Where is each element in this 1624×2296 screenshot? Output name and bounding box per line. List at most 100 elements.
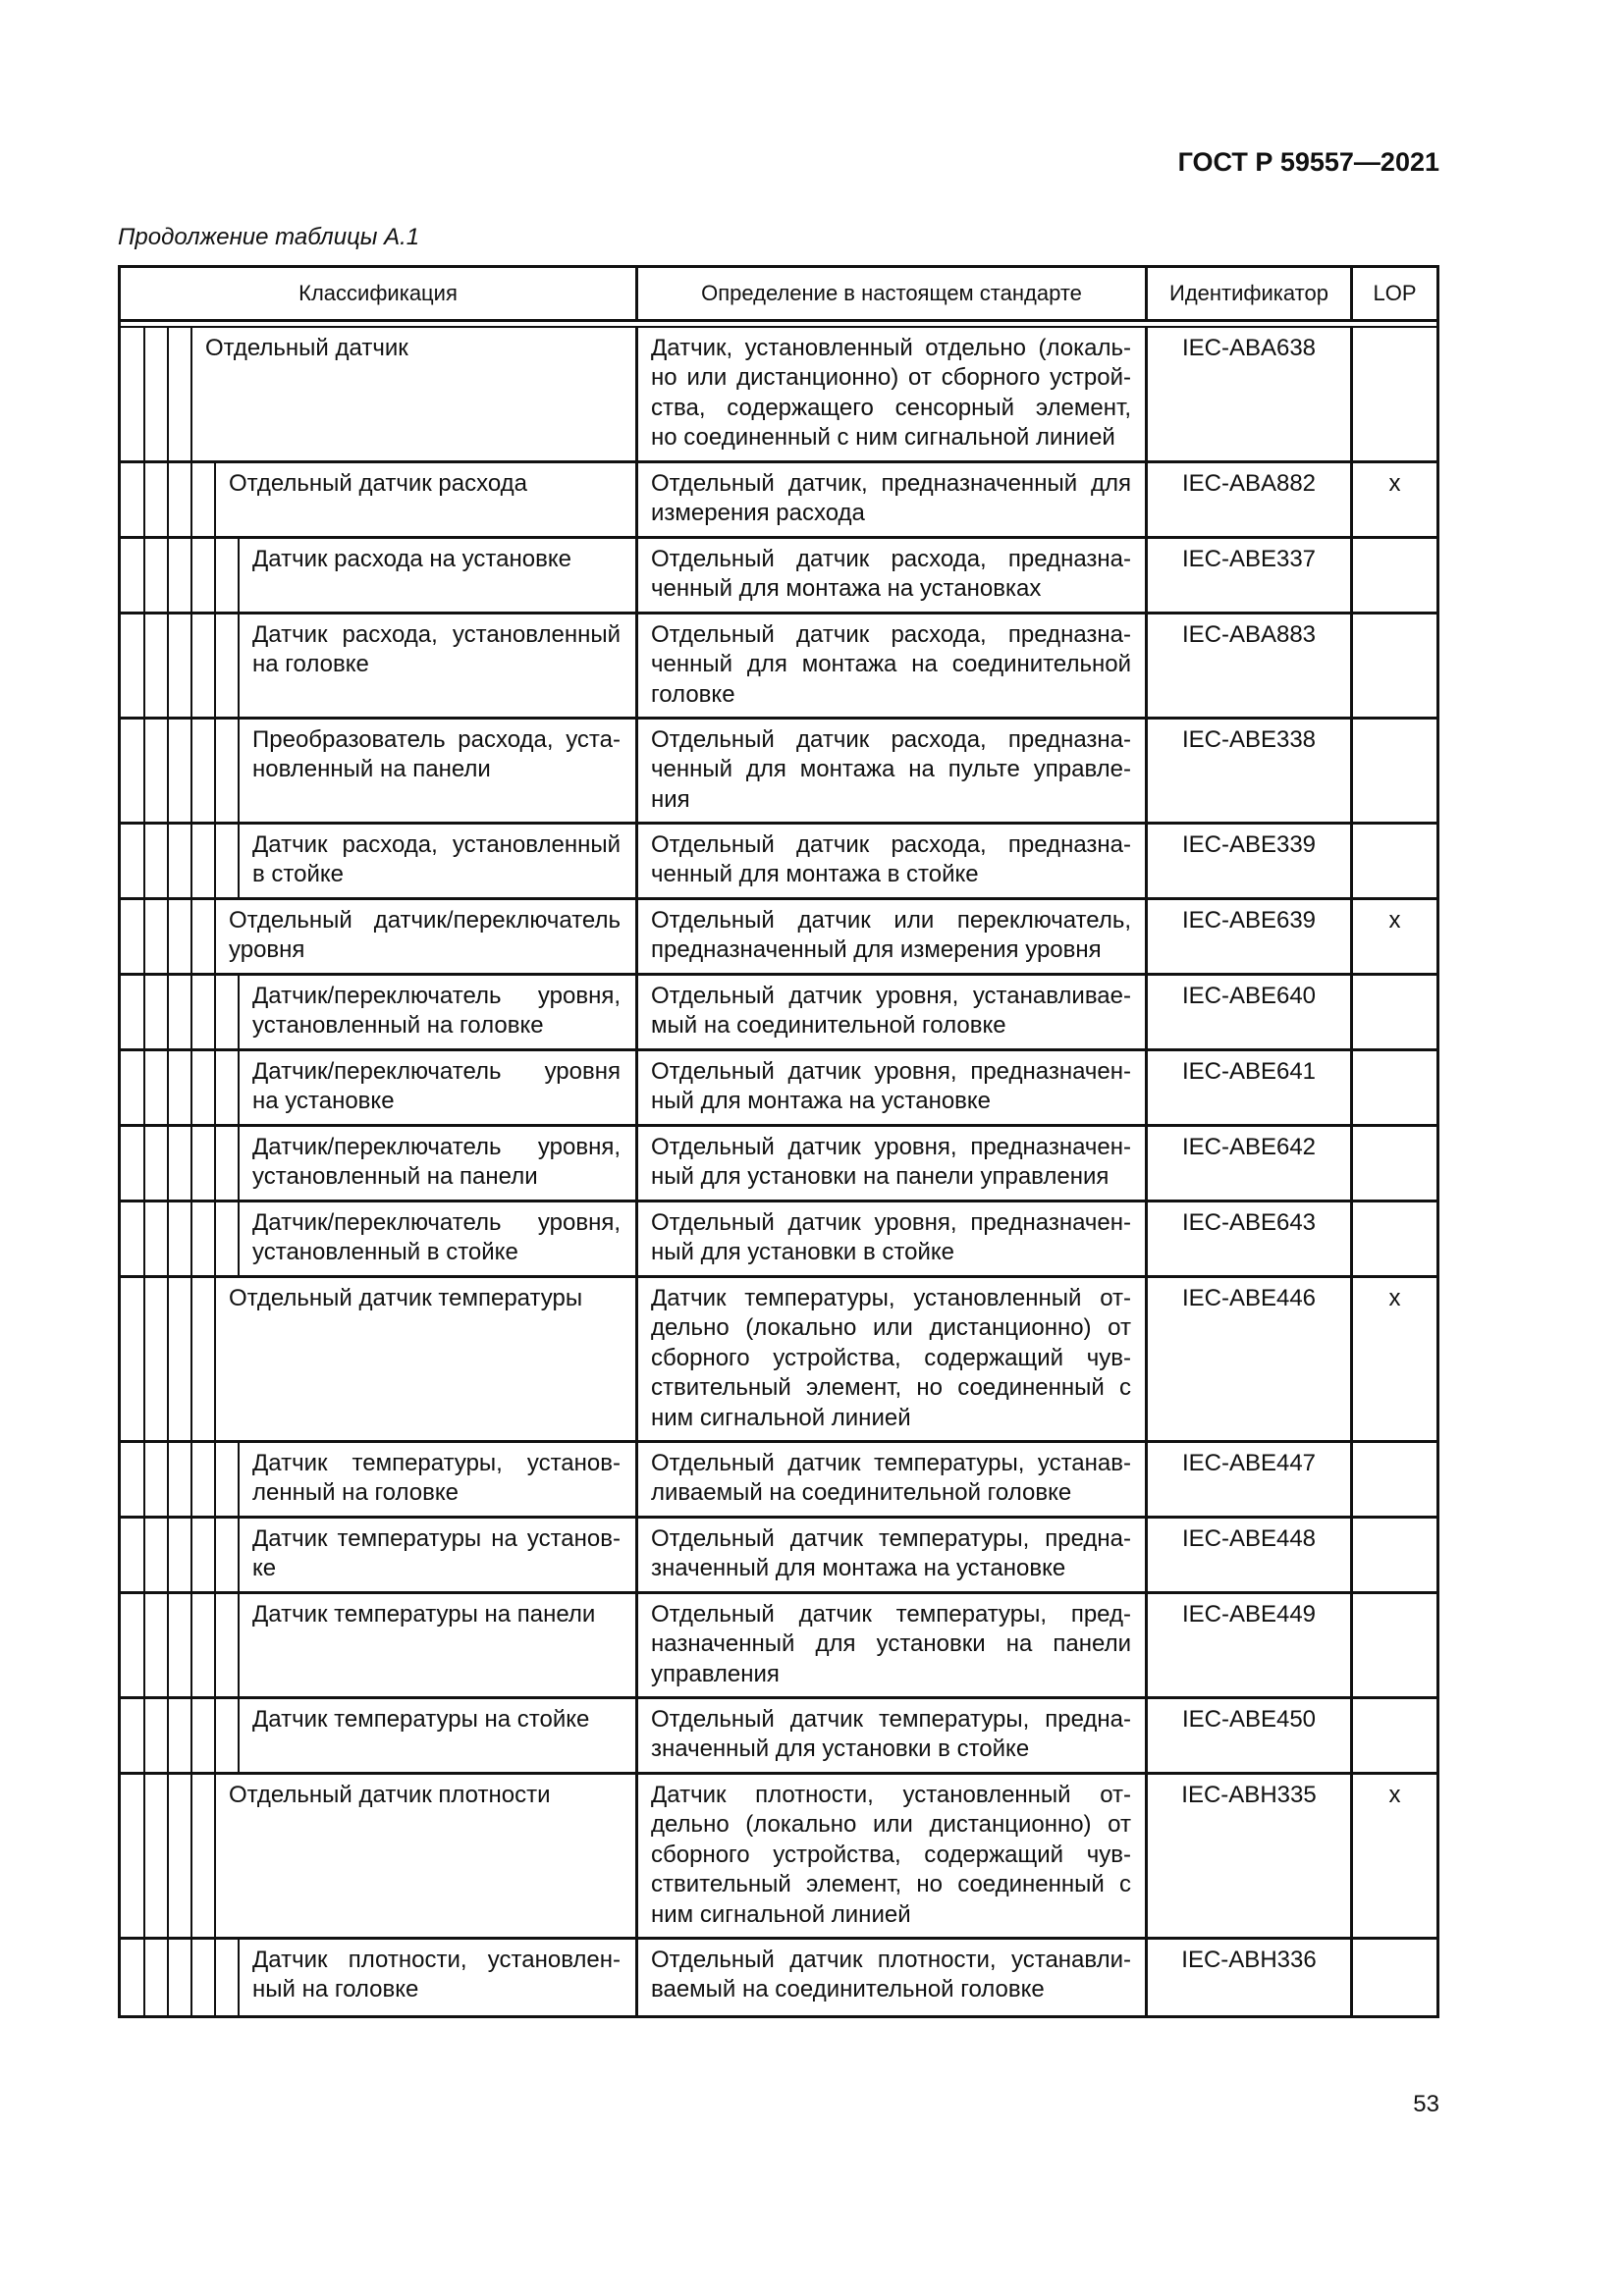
column-header-identifier: Идентификатор bbox=[1148, 268, 1353, 319]
hierarchy-indent-line bbox=[238, 720, 240, 822]
definition-cell: Отдельный датчик расхода, предназна-ченн… bbox=[638, 614, 1148, 717]
text-line: Отдельный датчик плотности bbox=[229, 1782, 551, 1808]
hierarchy-indent-line bbox=[143, 1699, 145, 1772]
hierarchy-indent-line bbox=[190, 1775, 192, 1937]
lop-cell bbox=[1353, 825, 1436, 897]
text-line: Отдельный датчик температуры, пред- bbox=[651, 1601, 1131, 1628]
table-row: Датчик температуры на панели Отдельный да… bbox=[121, 1594, 1436, 1699]
definition-cell: Отдельный датчик температуры, пред-назна… bbox=[638, 1594, 1148, 1696]
hierarchy-indent-line bbox=[167, 1127, 169, 1200]
text-line: предназначенный для измерения уровня bbox=[651, 936, 1102, 964]
text-line: Отдельный датчик уровня, устанавливае- bbox=[651, 983, 1131, 1009]
hierarchy-indent-line bbox=[214, 1443, 216, 1516]
identifier-cell: IEC-ABE446 bbox=[1148, 1278, 1353, 1440]
hierarchy-indent-line bbox=[190, 1443, 192, 1516]
text-line: Датчик/переключатель уровня, bbox=[252, 1134, 621, 1160]
classification-cell: Датчик температуры на стойке bbox=[121, 1699, 638, 1772]
hierarchy-indent-line bbox=[143, 1127, 145, 1200]
hierarchy-indent-line bbox=[167, 1051, 169, 1124]
text-line: ваемый на соединительной головке bbox=[651, 1976, 1045, 2003]
definition-cell: Отдельный датчик температуры, устанав-ли… bbox=[638, 1443, 1148, 1516]
text-line: Датчик температуры на стойке bbox=[252, 1706, 590, 1733]
column-header-lop: LOP bbox=[1373, 281, 1417, 305]
identifier-cell: IEC-ABA882 bbox=[1148, 463, 1353, 536]
classification-cell: Датчик температуры на установ-ке bbox=[121, 1519, 638, 1591]
text-line: на головке bbox=[252, 651, 369, 678]
hierarchy-indent-line bbox=[190, 614, 192, 717]
table-row: Датчик температуры на стойке Отдельный да… bbox=[121, 1699, 1436, 1775]
classification-text: Датчик плотности, установлен-ный на голо… bbox=[252, 1946, 621, 2005]
hierarchy-indent-line bbox=[167, 1699, 169, 1772]
classification-text: Отдельный датчик плотности bbox=[229, 1781, 621, 1810]
table-row: Датчик расхода, установленный в стойке Отд… bbox=[121, 825, 1436, 900]
hierarchy-indent-line bbox=[167, 1940, 169, 2015]
text-line: Отдельный датчик расхода, предназна- bbox=[651, 546, 1131, 572]
text-line: Отдельный датчик расхода, предназна- bbox=[651, 726, 1131, 753]
definition-cell: Отдельный датчик температуры, предна-зна… bbox=[638, 1699, 1148, 1772]
text-line: ния bbox=[651, 785, 690, 813]
hierarchy-indent-line bbox=[190, 825, 192, 897]
hierarchy-indent-line bbox=[238, 614, 240, 717]
classification-text: Датчик расхода на установке bbox=[252, 545, 621, 574]
hierarchy-indent-line bbox=[167, 1202, 169, 1275]
identifier-cell: IEC-ABA638 bbox=[1148, 328, 1353, 460]
classification-text: Датчик расхода, установленный в стойке bbox=[252, 830, 621, 890]
text-line: дельно (локально или дистанционно) от bbox=[651, 1314, 1131, 1342]
hierarchy-indent-line bbox=[190, 1202, 192, 1275]
text-line: Датчик, установленный отдельно (локаль- bbox=[651, 335, 1131, 361]
text-line: ный для монтажа на установке bbox=[651, 1088, 992, 1115]
text-line: ним сигнальной линией bbox=[651, 1900, 911, 1928]
classification-cell: Отдельный датчик расхода bbox=[121, 463, 638, 536]
classification-cell: Датчик температуры на панели bbox=[121, 1594, 638, 1696]
text-line: Датчик плотности, установленный от- bbox=[651, 1782, 1131, 1808]
classification-text: Датчик/переключатель уровня, установленны… bbox=[252, 1133, 621, 1193]
hierarchy-indent-line bbox=[214, 1940, 216, 2015]
text-line: ним сигнальной линией bbox=[651, 1404, 911, 1431]
text-line: Отдельный датчик или переключатель, bbox=[651, 907, 1131, 934]
table-row: Отдельный датчик расхода Отдельный датчик… bbox=[121, 463, 1436, 539]
hierarchy-indent-line bbox=[238, 539, 240, 612]
text-line: Датчик температуры на панели bbox=[252, 1601, 596, 1628]
identifier-cell: IEC-ABA883 bbox=[1148, 614, 1353, 717]
hierarchy-indent-line bbox=[238, 976, 240, 1048]
classification-cell: Датчик/переключатель уровня на установке bbox=[121, 1051, 638, 1124]
text-line: Отдельный датчик расхода bbox=[229, 470, 527, 497]
classification-cell: Отдельный датчик/переключатель уровня bbox=[121, 900, 638, 973]
hierarchy-indent-line bbox=[143, 720, 145, 822]
classification-cell: Отдельный датчик температуры bbox=[121, 1278, 638, 1440]
hierarchy-indent-line bbox=[214, 1127, 216, 1200]
text-line: ный для установки в стойке bbox=[651, 1239, 954, 1266]
lop-cell bbox=[1353, 614, 1436, 717]
text-line: Отдельный датчик температуры, устанав- bbox=[651, 1450, 1131, 1476]
definition-cell: Отдельный датчик уровня, устанавливае-мы… bbox=[638, 976, 1148, 1048]
classification-text: Преобразователь расхода, уста-новленный … bbox=[252, 725, 621, 785]
definition-cell: Отдельный датчик уровня, предназначен-ны… bbox=[638, 1051, 1148, 1124]
standard-number: ГОСТ Р 59557—2021 bbox=[1177, 147, 1439, 177]
text-line: Датчик расхода, установленный bbox=[252, 621, 621, 648]
identifier-cell: IEC-ABE641 bbox=[1148, 1051, 1353, 1124]
table-row: Датчик/переключатель уровня, установленны… bbox=[121, 976, 1436, 1051]
hierarchy-indent-line bbox=[214, 1051, 216, 1124]
hierarchy-indent-line bbox=[143, 1940, 145, 2015]
classification-cell: Датчик плотности, установлен-ный на голо… bbox=[121, 1940, 638, 2015]
text-line: Датчик/переключатель уровня, bbox=[252, 983, 621, 1009]
lop-cell bbox=[1353, 1940, 1436, 2015]
table-row: Датчик температуры на установ-ке Отдельны… bbox=[121, 1519, 1436, 1594]
hierarchy-indent-line bbox=[190, 1940, 192, 2015]
hierarchy-indent-line bbox=[143, 539, 145, 612]
classification-text: Датчик температуры на стойке bbox=[252, 1705, 621, 1735]
text-line: в стойке bbox=[252, 861, 345, 888]
classification-cell: Датчик расхода, установленный в стойке bbox=[121, 825, 638, 897]
classification-text: Датчик/переключатель уровня, установленны… bbox=[252, 982, 621, 1041]
lop-cell: x bbox=[1388, 470, 1401, 497]
text-line: ства, содержащего сенсорный элемент, bbox=[651, 394, 1131, 421]
lop-cell: x bbox=[1388, 1285, 1401, 1311]
classification-text: Датчик температуры на панели bbox=[252, 1600, 621, 1629]
hierarchy-indent-line bbox=[190, 1519, 192, 1591]
hierarchy-indent-line bbox=[167, 976, 169, 1048]
hierarchy-indent-line bbox=[190, 463, 192, 536]
lop-cell: x bbox=[1388, 1782, 1401, 1808]
text-line: ченный для монтажа на установках bbox=[651, 575, 1042, 603]
hierarchy-indent-line bbox=[238, 1699, 240, 1772]
hierarchy-indent-line bbox=[143, 1775, 145, 1937]
